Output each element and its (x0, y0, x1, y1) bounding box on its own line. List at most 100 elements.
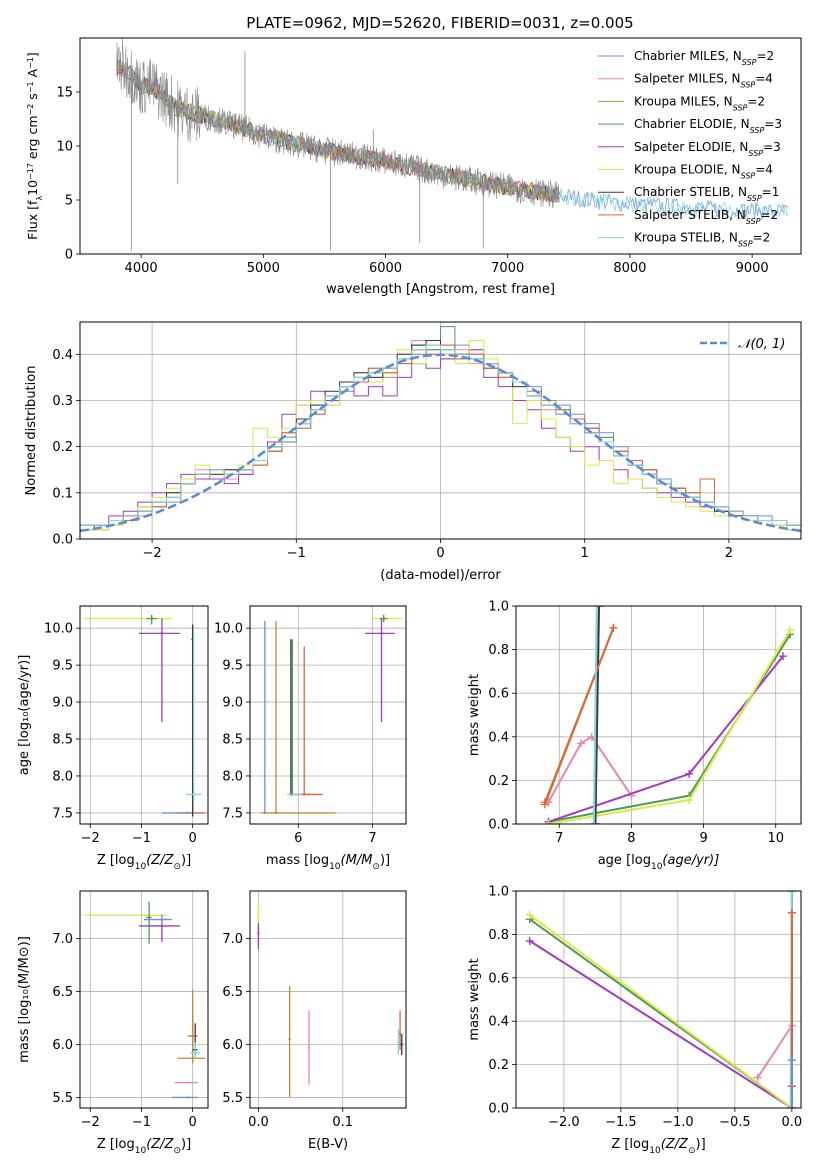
y-tick-label: 6.0 (52, 1038, 73, 1053)
x-tick-label: −2 (143, 546, 162, 561)
x-axis-label-part: (Z/Z (146, 1137, 174, 1152)
legend-label-main: Chabrier MILES, N (634, 49, 742, 63)
x-axis-label-part: Z [log (97, 1137, 135, 1152)
y-tick-label: 0.6 (488, 687, 509, 702)
y-tick-label: 7.5 (52, 806, 73, 821)
y-tick-label: 10 (56, 140, 73, 155)
panel-mass-vs-Z: −2 −1 0 5.5 6.0 6.5 7.0 Z [log10(Z/Z⊙)] mass [lo… (17, 890, 209, 1156)
errorbar-point (288, 1037, 291, 1041)
y-tick-label: 0.8 (488, 928, 509, 943)
x-tick-label: −2.0 (548, 1115, 580, 1130)
y-axis-label: mass weight (467, 958, 482, 1040)
y-tick-label: 0.0 (52, 533, 73, 548)
legend-label-sub: SSP (742, 58, 757, 67)
y-axis-label: age [log₁₀(age/yr)] (17, 655, 32, 776)
errorbar-point (257, 932, 260, 935)
legend-label-sub: SSP (747, 194, 762, 203)
x-axis-label-part: ⊙ (173, 1146, 181, 1156)
x-tick-label: 0.0 (248, 1115, 269, 1130)
x-tick-label: 4000 (125, 261, 158, 276)
legend-label-main: Kroupa STELIB, N (634, 231, 738, 245)
errorbar-point (186, 1096, 189, 1099)
x-tick-label: 8000 (613, 261, 646, 276)
plot-area (85, 901, 206, 1099)
plot-area (261, 614, 403, 815)
x-tick-label: 5000 (247, 261, 280, 276)
y-axis-label-part: A (25, 68, 40, 81)
legend-label: Chabrier MILES, NSSP=2 (634, 49, 774, 67)
y-tick-label: 7.0 (222, 932, 243, 947)
panel-age-vs-Z: −2 −1 0 7.5 8.0 8.5 9.0 9.5 10.0 Z [log10(Z/Z⊙)] a… (17, 605, 209, 872)
weight-marker (787, 891, 796, 895)
weight-marker (609, 623, 618, 632)
y-axis-label-part: ] (25, 52, 40, 57)
weight-marker (525, 910, 534, 919)
spectrum-model-line (116, 61, 559, 203)
y-tick-label: 5.5 (52, 1091, 73, 1106)
weight-marker (540, 800, 549, 809)
weight-marker (592, 606, 601, 610)
weight-marker (544, 820, 553, 824)
y-tick-label: 5.5 (222, 1091, 243, 1106)
x-tick-label: −1.0 (662, 1115, 694, 1130)
axes-frame (79, 321, 802, 540)
legend-label-main: Kroupa MILES, N (634, 94, 733, 108)
x-axis-label: wavelength [Angstrom, rest frame] (326, 282, 555, 297)
x-axis-label-part: )] (380, 853, 390, 868)
legend-label-main: Chabrier ELODIE, N (634, 117, 750, 131)
panel-weight-vs-Z: −2.0 −1.5 −1.0 −0.5 0.0 0.0 0.2 0.4 0.6 0.8 1.0 Z [… (467, 885, 802, 1157)
y-tick-label: 6.5 (222, 985, 243, 1000)
errorbar-point (397, 1043, 400, 1046)
x-tick-label: 0 (436, 546, 444, 561)
y-axis-label: mass [log₁₀(M/M⊙)] (17, 936, 32, 1063)
weight-marker (787, 1104, 796, 1108)
y-tick-label: 9.0 (52, 696, 73, 711)
plot-area (257, 901, 403, 1098)
legend-label-tail: =3 (763, 140, 781, 154)
legend-label-main: Salpeter MILES, N (634, 72, 741, 86)
weight-line (548, 655, 784, 823)
x-tick-label: −2 (81, 1115, 100, 1130)
x-axis-label-part: (Z/Z (146, 853, 174, 868)
legend-label: Kroupa STELIB, NSSP=2 (634, 231, 770, 249)
legend-label-tail: =2 (747, 94, 765, 108)
x-tick-label: 10 (767, 831, 784, 846)
y-axis-label-part: 10 (25, 180, 40, 196)
weight-line (594, 606, 600, 824)
errorbar-point (382, 617, 385, 620)
weight-line (548, 633, 792, 823)
y-tick-label: 6.5 (52, 985, 73, 1000)
weight-marker (589, 820, 598, 824)
x-axis-label-part: ⊙ (688, 1146, 696, 1156)
gaussian-curve (80, 353, 801, 533)
errorbar-point (186, 1081, 189, 1084)
y-axis-label-part: −1 (26, 57, 35, 69)
legend-label-sub: SSP (746, 216, 761, 225)
axes-frame (249, 890, 407, 1109)
panel-mass-vs-EBV: 0.0 0.1 5.5 6.0 6.5 7.0 E(B-V) (222, 890, 407, 1152)
x-axis-label-part: )] (181, 853, 191, 868)
legend-label-tail: =3 (764, 117, 782, 131)
y-tick-label: 8.5 (222, 733, 243, 748)
histogram-step (80, 344, 801, 526)
figure-title: PLATE=0962, MJD=52620, FIBERID=0031, z=0… (246, 14, 633, 32)
x-tick-label: 0 (188, 831, 196, 846)
y-tick-label: 1.0 (488, 600, 509, 615)
x-tick-label: −2 (81, 831, 100, 846)
legend-label: Chabrier STELIB, NSSP=1 (634, 185, 779, 203)
x-axis-label-part: 10 (651, 862, 663, 872)
spectrum-data-line (116, 38, 560, 209)
legend-label-sub: SSP (741, 171, 756, 180)
y-tick-label: 0.3 (52, 394, 73, 409)
errorbar-point (400, 1043, 403, 1046)
weight-marker (787, 1056, 796, 1065)
legend-label-sub: SSP (741, 80, 756, 89)
errorbar-point (293, 793, 296, 796)
plot-area (525, 891, 796, 1108)
axes-frame (79, 37, 802, 255)
errorbar-point (303, 793, 306, 796)
errorbar-point (186, 811, 189, 815)
y-tick-label: 0.0 (488, 818, 509, 833)
